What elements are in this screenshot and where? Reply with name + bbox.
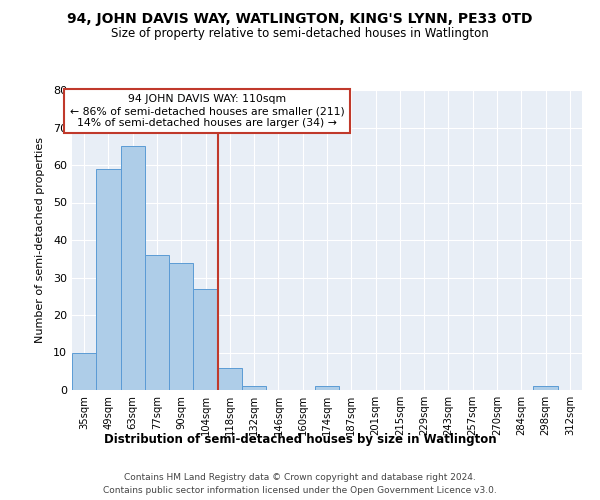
Bar [533,386,558,390]
Bar [315,386,339,390]
Text: Contains public sector information licensed under the Open Government Licence v3: Contains public sector information licen… [103,486,497,495]
Bar [121,146,145,390]
Text: Size of property relative to semi-detached houses in Watlington: Size of property relative to semi-detach… [111,28,489,40]
Text: Distribution of semi-detached houses by size in Watlington: Distribution of semi-detached houses by … [104,432,496,446]
Text: 94, JOHN DAVIS WAY, WATLINGTON, KING'S LYNN, PE33 0TD: 94, JOHN DAVIS WAY, WATLINGTON, KING'S L… [67,12,533,26]
Bar [242,386,266,390]
Bar [218,368,242,390]
Text: Contains HM Land Registry data © Crown copyright and database right 2024.: Contains HM Land Registry data © Crown c… [124,472,476,482]
Bar [145,255,169,390]
Bar [169,262,193,390]
Y-axis label: Number of semi-detached properties: Number of semi-detached properties [35,137,44,343]
Text: 94 JOHN DAVIS WAY: 110sqm
← 86% of semi-detached houses are smaller (211)
14% of: 94 JOHN DAVIS WAY: 110sqm ← 86% of semi-… [70,94,344,128]
Bar [193,289,218,390]
Bar [72,352,96,390]
Bar [96,169,121,390]
